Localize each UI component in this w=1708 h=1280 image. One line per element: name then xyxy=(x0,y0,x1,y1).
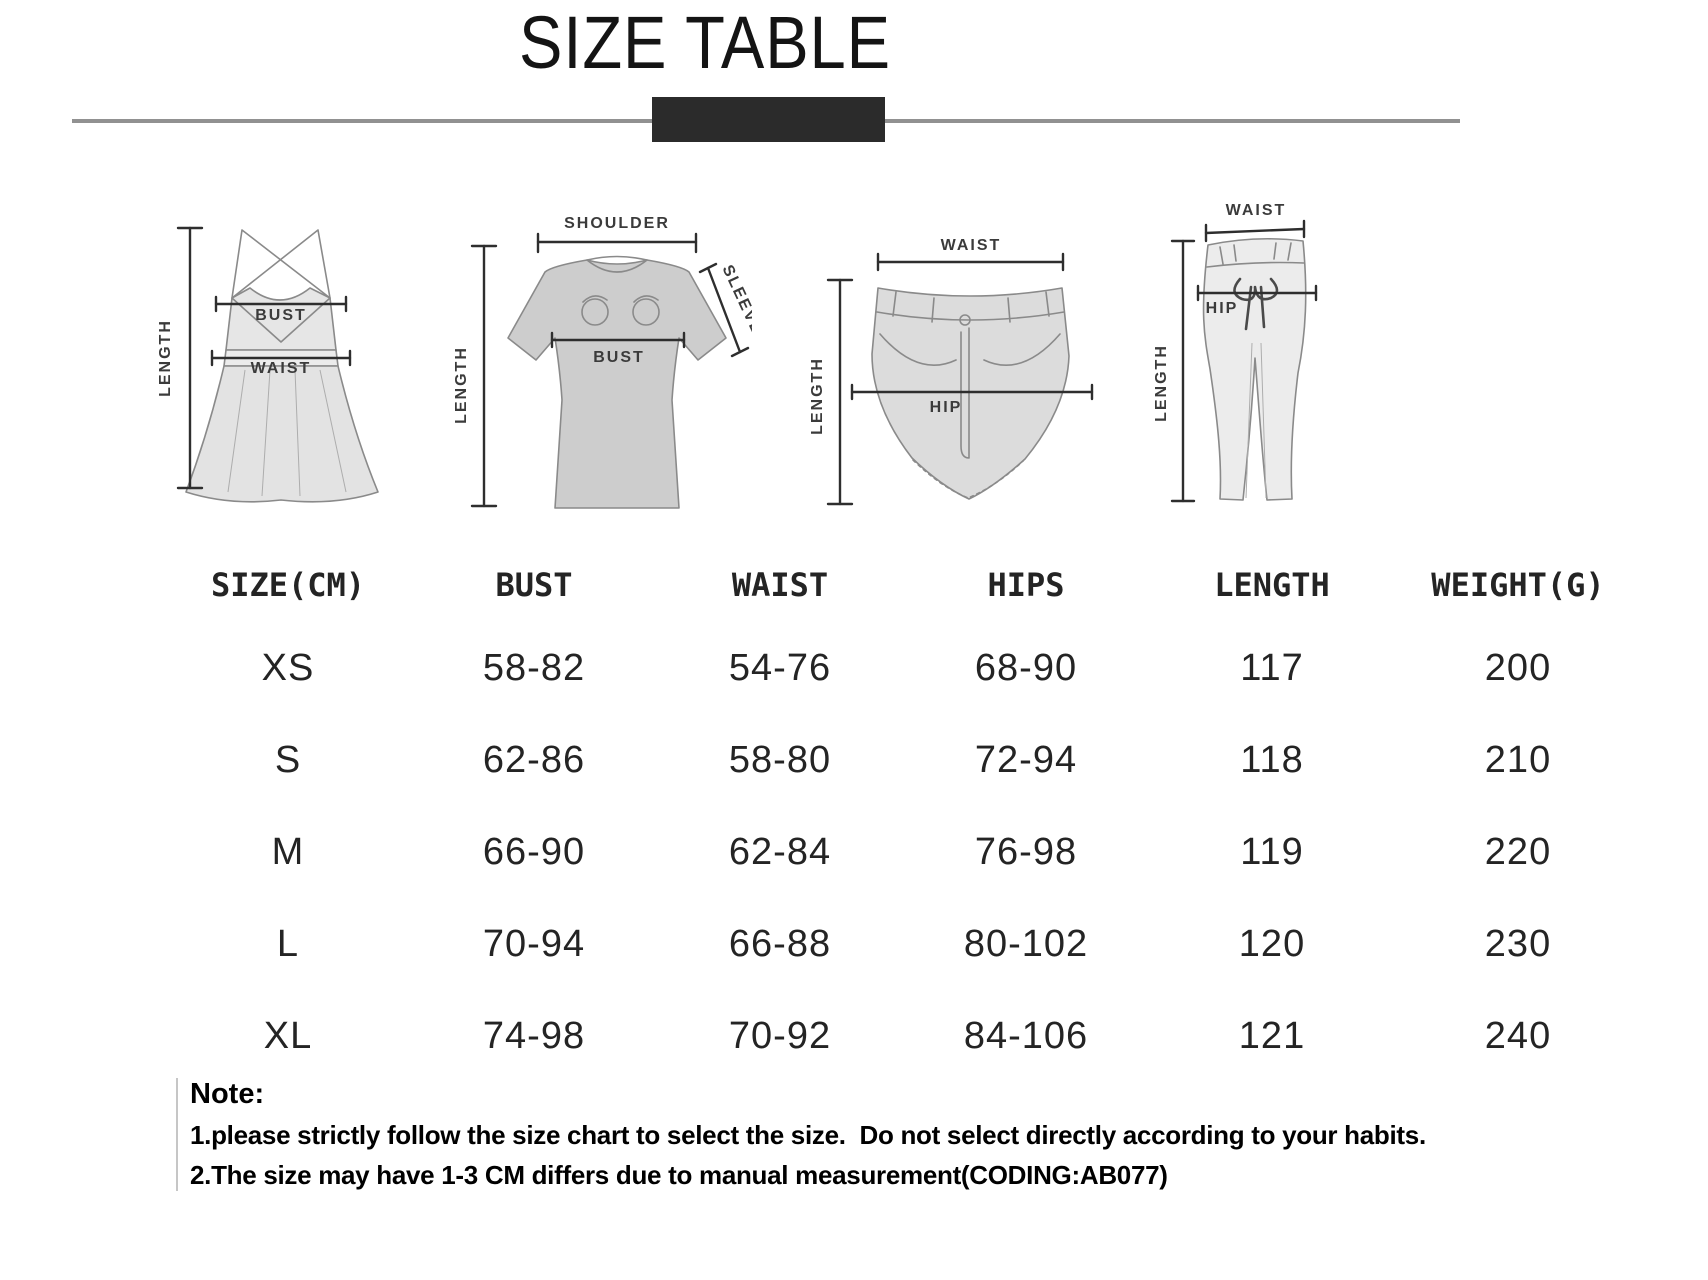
table-cell-weight: 240 xyxy=(1484,1014,1552,1057)
column-header-length: LENGTH xyxy=(1214,566,1330,604)
header-row: SIZE(CM) BUST WAIST HIPS LENGTH WEIGHT(G… xyxy=(165,548,1641,622)
dress-diagram: LENGTH BUST WAIST xyxy=(157,226,379,503)
shorts-hip-line xyxy=(850,383,1094,401)
tshirt-sketch xyxy=(507,255,727,509)
divider-center-block xyxy=(652,97,885,142)
table-cell-waist: 70-92 xyxy=(728,1014,832,1057)
table-cell-hips: 76-98 xyxy=(974,830,1078,873)
table-cell-waist: 62-84 xyxy=(728,830,832,873)
table-cell-waist: 66-88 xyxy=(728,922,832,965)
note-section: Note: 1.please strictly follow the size … xyxy=(176,1078,1426,1191)
note-line-2: 2.The size may have 1-3 CM differs due t… xyxy=(190,1160,1168,1190)
table-cell-size: XL xyxy=(263,1014,313,1057)
column-header-hips: HIPS xyxy=(987,566,1065,604)
column-header-waist: WAIST xyxy=(731,566,829,604)
pants-length-line xyxy=(1170,239,1196,503)
size-table-header: SIZE(CM) BUST WAIST HIPS LENGTH WEIGHT(G… xyxy=(165,548,1641,622)
pants-waist-line xyxy=(1204,219,1306,243)
table-cell-size: M xyxy=(271,830,305,873)
tshirt-diagram: LENGTH SHOULDER BUST SLEEVE xyxy=(453,215,752,509)
note-heading: Note: xyxy=(190,1078,265,1110)
table-cell-bust: 62-86 xyxy=(482,738,586,781)
shorts-waist-label: WAIST xyxy=(941,237,1002,254)
tshirt-bust-line xyxy=(550,331,686,349)
table-row: L 70-94 66-88 80-102 120 230 xyxy=(165,898,1641,990)
tshirt-length-line xyxy=(470,244,498,508)
dress-waist-line xyxy=(210,349,352,367)
table-cell-length: 121 xyxy=(1238,1014,1306,1057)
table-cell-length: 117 xyxy=(1240,646,1304,689)
dress-length-label: LENGTH xyxy=(157,319,174,397)
dress-waist-label: WAIST xyxy=(251,360,312,377)
shorts-sketch xyxy=(871,287,1070,500)
tshirt-shoulder-label: SHOULDER xyxy=(564,215,670,232)
shorts-length-line xyxy=(826,278,854,506)
table-cell-hips: 80-102 xyxy=(963,922,1089,965)
pants-hip-line xyxy=(1196,284,1318,302)
pants-diagram: LENGTH WAIST HIP xyxy=(1153,202,1318,503)
page-title: SIZE TABLE xyxy=(519,1,891,84)
table-cell-hips: 68-90 xyxy=(974,646,1078,689)
table-cell-size: L xyxy=(276,922,300,965)
tshirt-sleeve-line xyxy=(698,262,750,358)
table-cell-bust: 58-82 xyxy=(482,646,586,689)
tshirt-length-label: LENGTH xyxy=(453,346,470,424)
table-cell-weight: 210 xyxy=(1484,738,1552,781)
table-cell-size: S xyxy=(274,738,302,781)
table-cell-hips: 84-106 xyxy=(963,1014,1089,1057)
table-row: XL 74-98 70-92 84-106 121 240 xyxy=(165,990,1641,1082)
pants-length-label: LENGTH xyxy=(1153,344,1170,422)
pants-hip-label: HIP xyxy=(1206,300,1239,317)
table-row: S 62-86 58-80 72-94 118 210 xyxy=(165,714,1641,806)
column-header-bust: BUST xyxy=(495,566,573,604)
table-row: M 66-90 62-84 76-98 119 220 xyxy=(165,806,1641,898)
dress-length-line xyxy=(176,226,204,490)
tshirt-bust-label: BUST xyxy=(593,349,645,366)
shorts-waist-line xyxy=(876,252,1065,272)
table-cell-bust: 66-90 xyxy=(482,830,586,873)
table-cell-size: XS xyxy=(261,646,315,689)
table-cell-weight: 230 xyxy=(1484,922,1552,965)
table-cell-waist: 54-76 xyxy=(728,646,832,689)
table-cell-hips: 72-94 xyxy=(974,738,1078,781)
pants-sketch xyxy=(1202,237,1307,501)
shorts-diagram: LENGTH WAIST HIP xyxy=(809,237,1094,506)
note-line-1: 1.please strictly follow the size chart … xyxy=(190,1120,1426,1150)
size-table-section: SIZE(CM) BUST WAIST HIPS LENGTH WEIGHT(G… xyxy=(165,548,1641,1082)
tshirt-sleeve-label: SLEEVE xyxy=(718,262,752,337)
size-table: SIZE(CM) BUST WAIST HIPS LENGTH WEIGHT(G… xyxy=(165,548,1641,1082)
dress-bust-label: BUST xyxy=(255,307,307,324)
shorts-hip-label: HIP xyxy=(930,399,963,416)
table-cell-bust: 74-98 xyxy=(482,1014,586,1057)
tshirt-shoulder-line xyxy=(536,232,698,254)
table-cell-length: 118 xyxy=(1240,738,1304,781)
column-header-size: SIZE(CM) xyxy=(210,566,366,604)
column-header-weight: WEIGHT(G) xyxy=(1431,566,1605,604)
table-cell-weight: 200 xyxy=(1484,646,1552,689)
table-cell-weight: 220 xyxy=(1484,830,1552,873)
table-cell-waist: 58-80 xyxy=(728,738,832,781)
size-table-body: XS 58-82 54-76 68-90 117 200 S 62-86 58-… xyxy=(165,622,1641,1082)
table-row: XS 58-82 54-76 68-90 117 200 xyxy=(165,622,1641,714)
dress-bust-line xyxy=(214,295,348,313)
table-cell-bust: 70-94 xyxy=(482,922,586,965)
shorts-length-label: LENGTH xyxy=(809,357,826,435)
pants-waist-label: WAIST xyxy=(1226,202,1287,219)
table-cell-length: 120 xyxy=(1238,922,1306,965)
table-cell-length: 119 xyxy=(1240,830,1304,873)
